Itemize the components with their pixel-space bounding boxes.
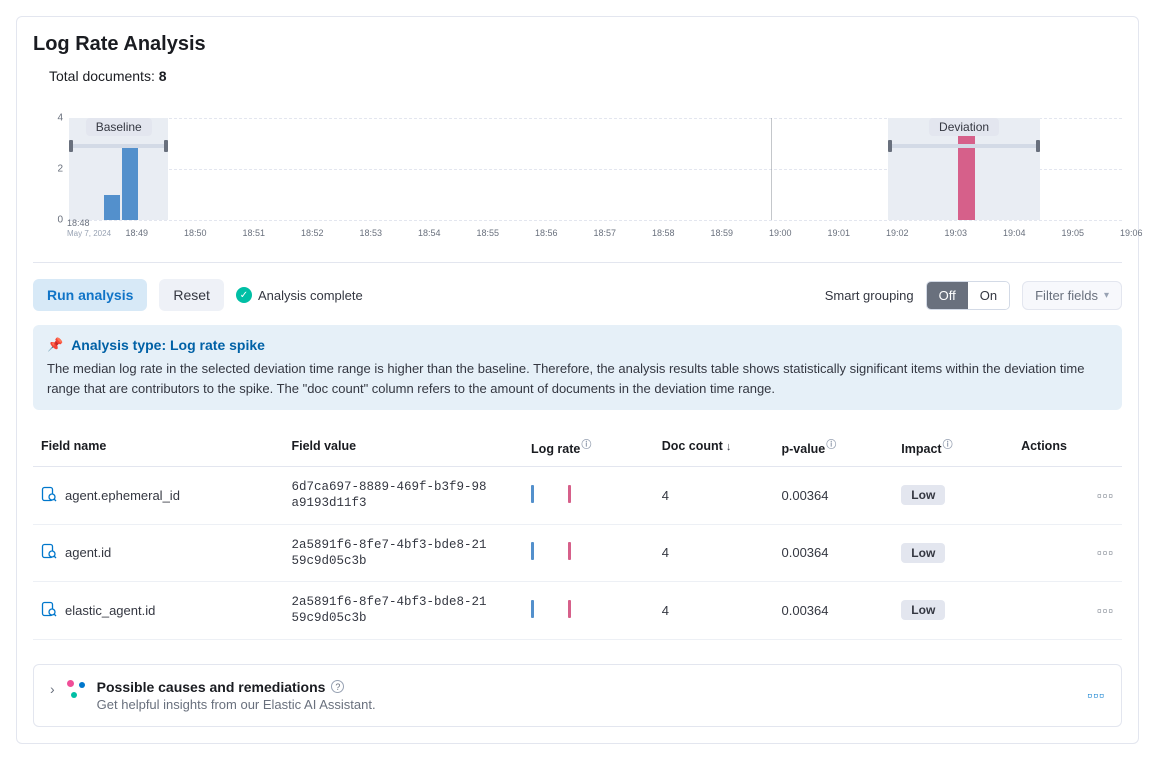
- expand-chevron-icon[interactable]: ›: [50, 679, 55, 697]
- chevron-down-icon: ▾: [1104, 290, 1109, 301]
- callout-text: The median log rate in the selected devi…: [47, 359, 1108, 398]
- th-log-rate[interactable]: Log rateⓘ: [523, 426, 654, 467]
- chart-area: 024 18:48May 7, 202418:4918:5018:5118:52…: [49, 118, 1122, 238]
- th-p-value[interactable]: p-valueⓘ: [774, 426, 894, 467]
- doc-count: 4: [654, 524, 774, 582]
- ai-panel-actions[interactable]: ▫▫▫: [1087, 687, 1105, 703]
- field-name: elastic_agent.id: [65, 603, 155, 618]
- page-title: Log Rate Analysis: [33, 33, 1122, 56]
- p-value: 0.00364: [774, 582, 894, 640]
- table-row[interactable]: agent.id 2a5891f6-8fe7-4bf3-bde8-2159c9d0…: [33, 524, 1122, 582]
- pin-icon: 📌: [47, 337, 63, 353]
- deviation-label: Deviation: [929, 118, 999, 136]
- field-name: agent.id: [65, 545, 111, 560]
- filter-fields-button[interactable]: Filter fields ▾: [1022, 281, 1122, 310]
- log-rate-panel: Log Rate Analysis Total documents: 8 024…: [16, 16, 1139, 744]
- toggle-off-button[interactable]: Off: [927, 282, 968, 309]
- field-type-icon: [41, 601, 57, 620]
- info-icon[interactable]: ?: [331, 680, 344, 693]
- field-type-icon: [41, 543, 57, 562]
- results-table: Field name Field value Log rateⓘ Doc cou…: [33, 426, 1122, 640]
- chart-bar: [104, 195, 120, 221]
- chart-body: 024 18:48May 7, 202418:4918:5018:5118:52…: [49, 118, 1122, 238]
- total-documents: Total documents: 8: [49, 68, 1122, 84]
- reset-button[interactable]: Reset: [159, 279, 224, 311]
- baseline-label: Baseline: [86, 118, 152, 136]
- table-row[interactable]: agent.ephemeral_id 6d7ca697-8889-469f-b3f…: [33, 467, 1122, 525]
- impact-badge: Low: [901, 485, 945, 505]
- th-impact[interactable]: Impactⓘ: [893, 426, 1013, 467]
- elastic-ai-icon: [67, 680, 85, 698]
- ai-panel-title: Possible causes and remediations: [97, 679, 326, 695]
- analysis-callout: 📌 Analysis type: Log rate spike The medi…: [33, 325, 1122, 410]
- ai-assistant-panel: › Possible causes and remediations ? Get…: [33, 664, 1122, 727]
- log-rate-bars: [531, 485, 571, 503]
- p-value: 0.00364: [774, 524, 894, 582]
- impact-badge: Low: [901, 600, 945, 620]
- th-doc-count[interactable]: Doc count↓: [654, 426, 774, 467]
- th-field-name[interactable]: Field name: [33, 426, 283, 467]
- doc-count: 4: [654, 582, 774, 640]
- check-icon: ✓: [236, 287, 252, 303]
- log-rate-bars: [531, 600, 571, 618]
- smart-grouping-toggle: Off On: [926, 281, 1010, 310]
- baseline-brush[interactable]: [69, 140, 168, 152]
- run-analysis-button[interactable]: Run analysis: [33, 279, 147, 311]
- toggle-on-button[interactable]: On: [968, 282, 1009, 309]
- field-value: 2a5891f6-8fe7-4bf3-bde8-2159c9d05c3b: [291, 537, 491, 570]
- divider: [33, 262, 1122, 263]
- row-actions-button[interactable]: ▫▫▫: [1097, 603, 1114, 618]
- th-field-value[interactable]: Field value: [283, 426, 523, 467]
- field-name: agent.ephemeral_id: [65, 488, 180, 503]
- table-row[interactable]: elastic_agent.id 2a5891f6-8fe7-4bf3-bde8-…: [33, 582, 1122, 640]
- doc-count: 4: [654, 467, 774, 525]
- chart-bar: [122, 144, 138, 221]
- row-actions-button[interactable]: ▫▫▫: [1097, 488, 1114, 503]
- impact-badge: Low: [901, 543, 945, 563]
- analysis-status: ✓ Analysis complete: [236, 287, 363, 303]
- row-actions-button[interactable]: ▫▫▫: [1097, 545, 1114, 560]
- p-value: 0.00364: [774, 467, 894, 525]
- log-rate-bars: [531, 542, 571, 560]
- field-value: 2a5891f6-8fe7-4bf3-bde8-2159c9d05c3b: [291, 594, 491, 627]
- sort-down-icon: ↓: [726, 441, 732, 453]
- callout-title: Analysis type: Log rate spike: [71, 337, 265, 353]
- th-actions: Actions: [1013, 426, 1122, 467]
- smart-grouping-label: Smart grouping: [825, 288, 914, 303]
- ai-panel-subtitle: Get helpful insights from our Elastic AI…: [97, 697, 376, 712]
- field-value: 6d7ca697-8889-469f-b3f9-98a9193d11f3: [291, 479, 491, 512]
- deviation-brush[interactable]: [888, 140, 1040, 152]
- chart-xaxis: 18:48May 7, 202418:4918:5018:5118:5218:5…: [69, 220, 1122, 238]
- field-type-icon: [41, 486, 57, 505]
- controls-row: Run analysis Reset ✓ Analysis complete S…: [33, 279, 1122, 311]
